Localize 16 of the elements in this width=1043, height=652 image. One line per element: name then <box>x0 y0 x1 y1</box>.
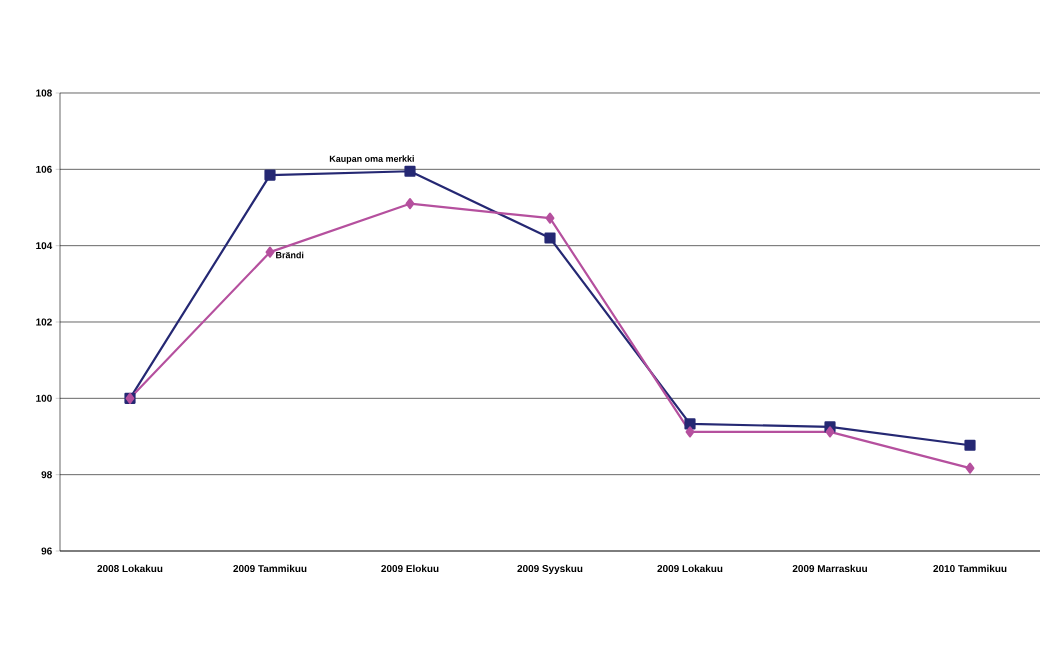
x-tick-label: 2009 Tammikuu <box>233 564 307 573</box>
x-tick-label: 2009 Marraskuu <box>792 564 867 573</box>
x-tick-label: 2010 Tammikuu <box>933 564 1007 573</box>
y-tick-label: 102 <box>36 318 52 326</box>
x-tick-label: 2009 Lokakuu <box>657 564 723 573</box>
series-label: Kaupan oma merkki <box>329 155 414 164</box>
y-tick-label: 96 <box>41 547 52 555</box>
x-tick-label: 2009 Syyskuu <box>517 564 583 575</box>
y-tick-label: 108 <box>36 89 52 97</box>
y-tick-label: 100 <box>36 394 52 402</box>
y-tick-label: 98 <box>41 471 52 479</box>
y-tick-label: 106 <box>36 165 52 173</box>
y-tick-label: 104 <box>36 242 53 250</box>
series-label: Brändi <box>276 251 304 259</box>
x-tick-label: 2009 Elokuu <box>381 564 439 573</box>
x-tick-label: 2008 Lokakuu <box>97 564 163 573</box>
